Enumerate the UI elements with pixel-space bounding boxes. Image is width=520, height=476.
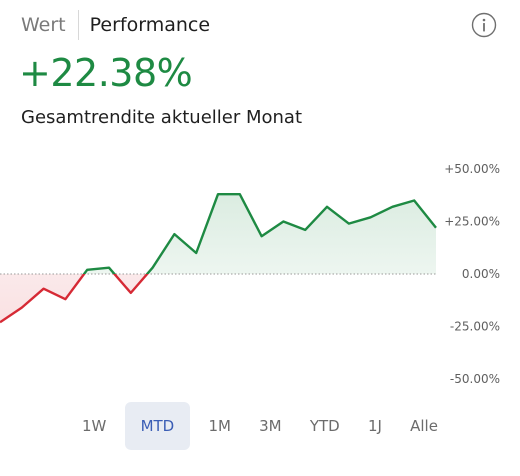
range-button-mtd[interactable]: MTD bbox=[124, 402, 191, 450]
y-tick-label: +25.00% bbox=[444, 215, 500, 229]
negative-area bbox=[0, 274, 436, 323]
performance-chart: +50.00% +25.00% 0.00% -25.00% -50.00% bbox=[0, 162, 500, 386]
y-tick-label: -25.00% bbox=[450, 320, 500, 334]
range-button-1m[interactable]: 1M bbox=[208, 417, 231, 435]
range-button-ytd[interactable]: YTD bbox=[309, 417, 340, 435]
range-button-3m[interactable]: 3M bbox=[259, 417, 282, 435]
range-button-1j[interactable]: 1J bbox=[367, 417, 382, 435]
performance-line-negative bbox=[0, 274, 149, 324]
range-button-1w[interactable]: 1W bbox=[82, 417, 107, 435]
tab-performance[interactable]: Performance bbox=[89, 14, 211, 36]
y-tick-label: +50.00% bbox=[444, 162, 500, 176]
tab-value[interactable]: Wert bbox=[21, 14, 66, 36]
view-tabs: Wert Performance bbox=[21, 10, 210, 40]
time-range-selector: 1W MTD 1M 3M YTD 1J Alle bbox=[72, 402, 448, 450]
range-button-alle[interactable]: Alle bbox=[410, 417, 438, 435]
info-icon[interactable] bbox=[471, 12, 497, 38]
performance-caption: Gesamtrendite aktueller Monat bbox=[21, 107, 303, 128]
tab-divider bbox=[77, 10, 79, 40]
performance-value: +22.38% bbox=[19, 51, 193, 95]
y-tick-label: 0.00% bbox=[462, 267, 500, 281]
performance-line-positive bbox=[82, 193, 437, 274]
positive-area bbox=[0, 194, 436, 274]
y-tick-label: -50.00% bbox=[450, 372, 500, 386]
